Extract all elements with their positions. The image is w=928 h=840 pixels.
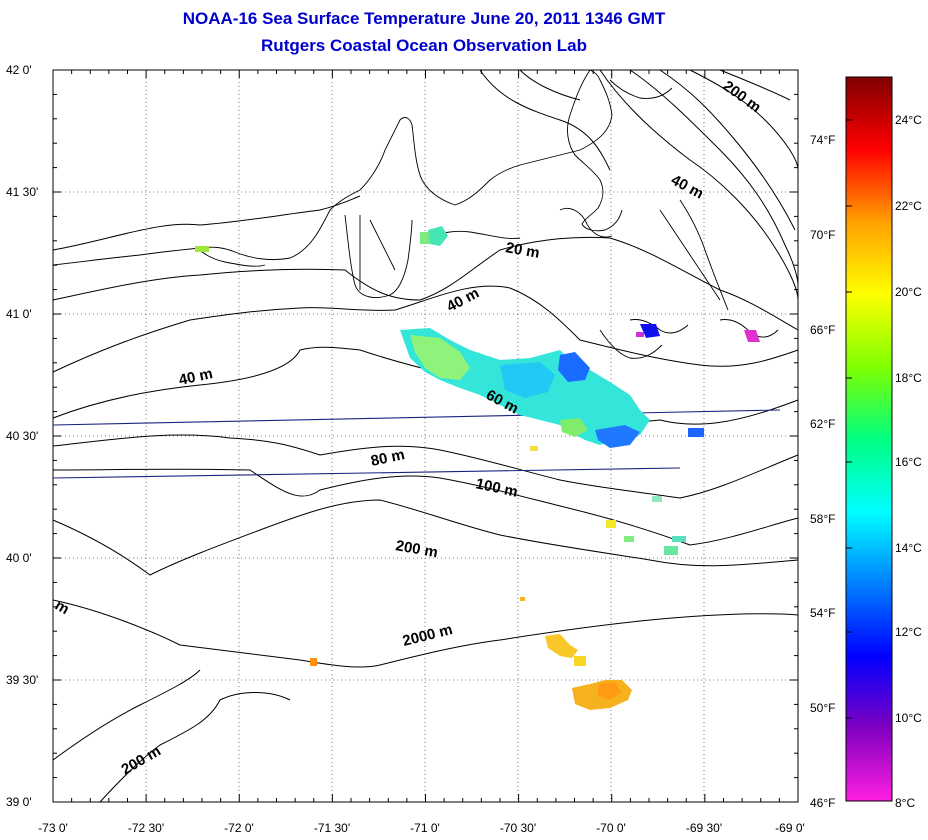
coastline bbox=[52, 69, 779, 359]
celsius-label: 8°C bbox=[895, 796, 915, 810]
colorbar bbox=[845, 76, 893, 802]
fahrenheit-label: 46°F bbox=[810, 796, 835, 810]
contour-label: 40 m bbox=[177, 365, 214, 389]
celsius-label: 10°C bbox=[895, 711, 922, 725]
lon-tick-label: -73 0' bbox=[38, 821, 68, 835]
lon-tick-label: -71 30' bbox=[314, 821, 350, 835]
bathymetry-contours bbox=[52, 69, 799, 803]
lat-tick-label: 39 0' bbox=[6, 795, 32, 809]
lat-axis-labels: 42 0' 41 30' 41 0' 40 30' 40 0' 39 30' 3… bbox=[6, 63, 38, 809]
lon-tick-label: -72 0' bbox=[224, 821, 254, 835]
lat-tick-label: 40 30' bbox=[6, 429, 38, 443]
map-title: NOAA-16 Sea Surface Temperature June 20,… bbox=[182, 9, 666, 28]
lon-tick-label: -69 0' bbox=[775, 821, 805, 835]
fahrenheit-label: 70°F bbox=[810, 228, 835, 242]
celsius-label: 20°C bbox=[895, 285, 922, 299]
grid-lines bbox=[53, 70, 798, 802]
celsius-label: 18°C bbox=[895, 371, 922, 385]
fahrenheit-label: 62°F bbox=[810, 417, 835, 431]
colorbar-ticks bbox=[846, 119, 852, 719]
celsius-label: 16°C bbox=[895, 455, 922, 469]
colorbar-celsius-labels: 24°C 22°C 20°C 18°C 16°C 14°C 12°C 10°C … bbox=[895, 113, 922, 810]
lat-tick-label: 39 30' bbox=[6, 673, 38, 687]
fahrenheit-label: 58°F bbox=[810, 512, 835, 526]
lon-tick-label: -70 30' bbox=[500, 821, 536, 835]
sst-patches bbox=[195, 226, 760, 710]
lat-tick-label: 41 0' bbox=[6, 307, 32, 321]
celsius-label: 22°C bbox=[895, 199, 922, 213]
map-subtitle: Rutgers Coastal Ocean Observation Lab bbox=[261, 36, 587, 55]
celsius-label: 12°C bbox=[895, 625, 922, 639]
fahrenheit-label: 54°F bbox=[810, 606, 835, 620]
fahrenheit-label: 50°F bbox=[810, 701, 835, 715]
fahrenheit-label: 66°F bbox=[810, 323, 835, 337]
lon-tick-label: -72 30' bbox=[128, 821, 164, 835]
axis-ticks bbox=[52, 69, 799, 803]
celsius-label: 24°C bbox=[895, 113, 922, 127]
lon-tick-label: -70 0' bbox=[596, 821, 626, 835]
fahrenheit-label: 74°F bbox=[810, 133, 835, 147]
swath-lines bbox=[52, 409, 781, 479]
celsius-label: 14°C bbox=[895, 541, 922, 555]
colorbar-fahrenheit-labels: 74°F 70°F 66°F 62°F 58°F 54°F 50°F 46°F bbox=[810, 133, 835, 810]
lon-tick-label: -71 0' bbox=[410, 821, 440, 835]
lat-tick-label: 40 0' bbox=[6, 551, 32, 565]
lat-tick-label: 41 30' bbox=[6, 185, 38, 199]
lon-tick-label: -69 30' bbox=[686, 821, 722, 835]
contour-label: 80 m bbox=[369, 446, 406, 470]
lat-tick-label: 42 0' bbox=[6, 63, 32, 77]
lon-axis-labels: -73 0' -72 30' -72 0' -71 30' -71 0' -70… bbox=[38, 821, 805, 835]
contour-label: 20 m bbox=[504, 239, 541, 262]
